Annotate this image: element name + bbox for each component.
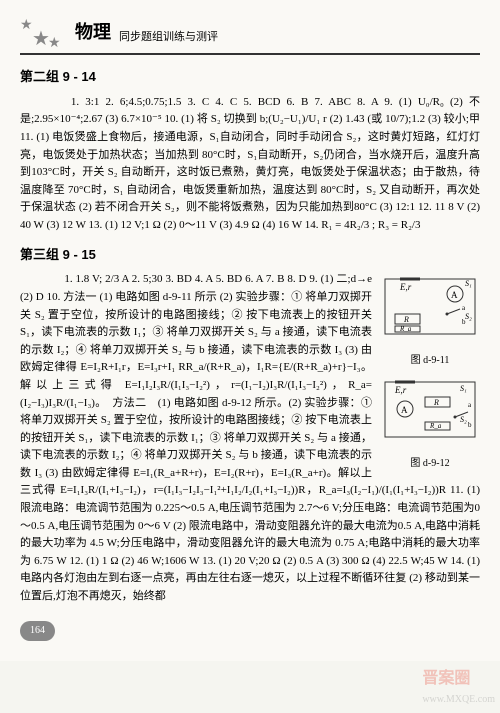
svg-text:E,r: E,r <box>399 282 412 292</box>
figure-1: E,r A R S₁ S₂ R_a a b 图 d-9-11 <box>380 274 480 369</box>
page-container: ★ ★ ★ 物理 同步题组训练与测评 第二组 9 - 14 1. 3:1 2. … <box>0 0 500 661</box>
group-2-content: 1. 3:1 2. 6;4.5;0.75;1.5 3. C 4. C 5. BC… <box>20 94 480 235</box>
group-3-title: 第三组 9 - 15 <box>20 245 480 266</box>
watermark: 晋案圈 www.MXQE.com <box>422 666 495 708</box>
svg-text:R: R <box>403 315 409 324</box>
svg-text:A: A <box>401 405 408 415</box>
watermark-brand: 晋案圈 <box>422 666 495 692</box>
svg-text:b: b <box>468 421 472 429</box>
page-header: ★ ★ ★ 物理 同步题组训练与测评 <box>20 15 480 55</box>
star-icon: ★ <box>20 15 33 37</box>
star-logo: ★ ★ ★ <box>20 15 70 50</box>
page-number: 164 <box>20 621 55 641</box>
svg-text:R_a: R_a <box>399 325 412 333</box>
circuit-diagram-icon: E,r A R S₁ S₂ R_a a b <box>380 377 480 447</box>
figure-1-label: 图 d-9-11 <box>380 353 480 369</box>
svg-text:S₂: S₂ <box>460 415 467 424</box>
svg-text:S₂: S₂ <box>465 312 472 321</box>
header-main-title: 物理 <box>75 18 111 47</box>
svg-text:A: A <box>451 290 458 300</box>
group-3-section: 第三组 9 - 15 E,r A R S₁ S₂ R_a a <box>20 245 480 606</box>
svg-text:b: b <box>462 318 466 326</box>
svg-text:S₁: S₁ <box>465 279 472 288</box>
watermark-url: www.MXQE.com <box>422 692 495 708</box>
circuit-diagram-icon: E,r A R S₁ S₂ R_a a b <box>380 274 480 344</box>
group-2-section: 第二组 9 - 14 1. 3:1 2. 6;4.5;0.75;1.5 3. C… <box>20 67 480 235</box>
page-footer: 164 <box>20 621 480 641</box>
svg-text:E,r: E,r <box>394 385 407 395</box>
star-icon: ★ <box>48 33 61 55</box>
group-2-title: 第二组 9 - 14 <box>20 67 480 88</box>
figure-2-label: 图 d-9-12 <box>380 456 480 472</box>
header-sub-title: 同步题组训练与测评 <box>119 29 218 47</box>
svg-text:S₁: S₁ <box>460 384 467 393</box>
svg-text:R_a: R_a <box>429 422 442 430</box>
svg-text:a: a <box>462 304 466 312</box>
svg-text:a: a <box>468 401 472 409</box>
svg-text:R: R <box>433 398 439 407</box>
figure-2: E,r A R S₁ S₂ R_a a b 图 d-9-12 <box>380 377 480 472</box>
